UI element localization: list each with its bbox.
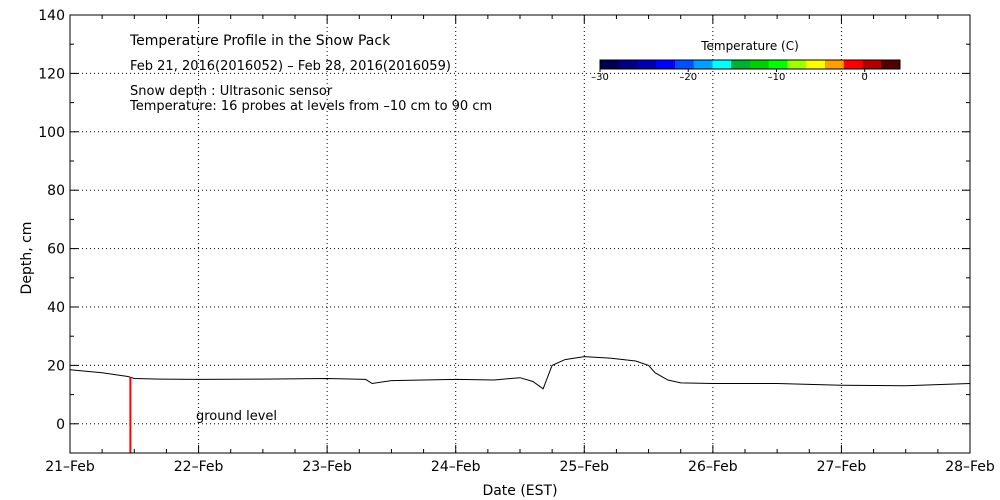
chart-subtitle: Feb 21, 2016(2016052) – Feb 28, 2016(201… xyxy=(130,59,451,74)
colorbar-cell xyxy=(750,60,770,69)
y-tick-label: 100 xyxy=(38,125,65,141)
colorbar-cell xyxy=(693,60,713,69)
colorbar: Temperature (C) –30 –20 –10 0 xyxy=(591,39,901,83)
y-tick-label: 60 xyxy=(47,242,65,258)
colorbar-cell xyxy=(600,60,620,69)
x-tick-label: 28–Feb xyxy=(945,459,995,475)
y-tick-label: 120 xyxy=(38,66,65,82)
x-tick-label: 26–Feb xyxy=(688,459,738,475)
colorbar-cell xyxy=(768,60,788,69)
y-axis-title: Depth, cm xyxy=(19,222,35,295)
colorbar-cells xyxy=(599,59,901,70)
colorbar-cell xyxy=(618,60,638,69)
axis-ticks: 21–Feb 22–Feb 23–Feb 24–Feb 25–Feb 26–Feb 27–F… xyxy=(38,8,995,475)
colorbar-cell xyxy=(862,60,882,69)
grid-lines xyxy=(70,15,970,453)
x-tick-label: 25–Feb xyxy=(559,459,609,475)
colorbar-ticks: –30 –20 –10 0 xyxy=(591,69,868,83)
colorbar-tick-label: –10 xyxy=(768,72,786,83)
data-lines xyxy=(69,356,971,453)
colorbar-cell xyxy=(787,60,807,69)
y-tick-label: 0 xyxy=(56,417,65,433)
y-tick-label: 40 xyxy=(47,300,65,316)
x-tick-label: 23–Feb xyxy=(302,459,352,475)
colorbar-cell xyxy=(881,60,901,69)
colorbar-title: Temperature (C) xyxy=(700,39,799,53)
colorbar-tick-label: 0 xyxy=(862,72,868,83)
colorbar-cell xyxy=(656,60,676,69)
snow-depth-line xyxy=(69,356,971,390)
colorbar-cell xyxy=(637,60,657,69)
colorbar-cell xyxy=(843,60,863,69)
colorbar-tick-label: –30 xyxy=(591,72,609,83)
x-tick-label: 27–Feb xyxy=(817,459,867,475)
chart-title: Temperature Profile in the Snow Pack xyxy=(129,33,391,49)
colorbar-frame xyxy=(599,59,901,70)
colorbar-cell xyxy=(675,60,695,69)
colorbar-cell xyxy=(825,60,845,69)
plot-frame xyxy=(69,14,971,454)
x-tick-label: 22–Feb xyxy=(174,459,224,475)
x-axis-title: Date (EST) xyxy=(482,483,557,499)
annotation-temperature: Temperature: 16 probes at levels from –1… xyxy=(129,99,492,114)
colorbar-tick-label: –20 xyxy=(679,72,697,83)
colorbar-cell xyxy=(731,60,751,69)
y-tick-label: 20 xyxy=(47,358,65,374)
colorbar-cell xyxy=(806,60,826,69)
x-tick-label: 21–Feb xyxy=(45,459,95,475)
x-tick-label: 24–Feb xyxy=(431,459,481,475)
y-tick-label: 140 xyxy=(38,8,65,24)
annotation-snow-depth: Snow depth : Ultrasonic sensor xyxy=(130,84,333,99)
y-tick-label: 80 xyxy=(47,183,65,199)
colorbar-cell xyxy=(712,60,732,69)
ground-level-label: ground level xyxy=(196,409,277,424)
